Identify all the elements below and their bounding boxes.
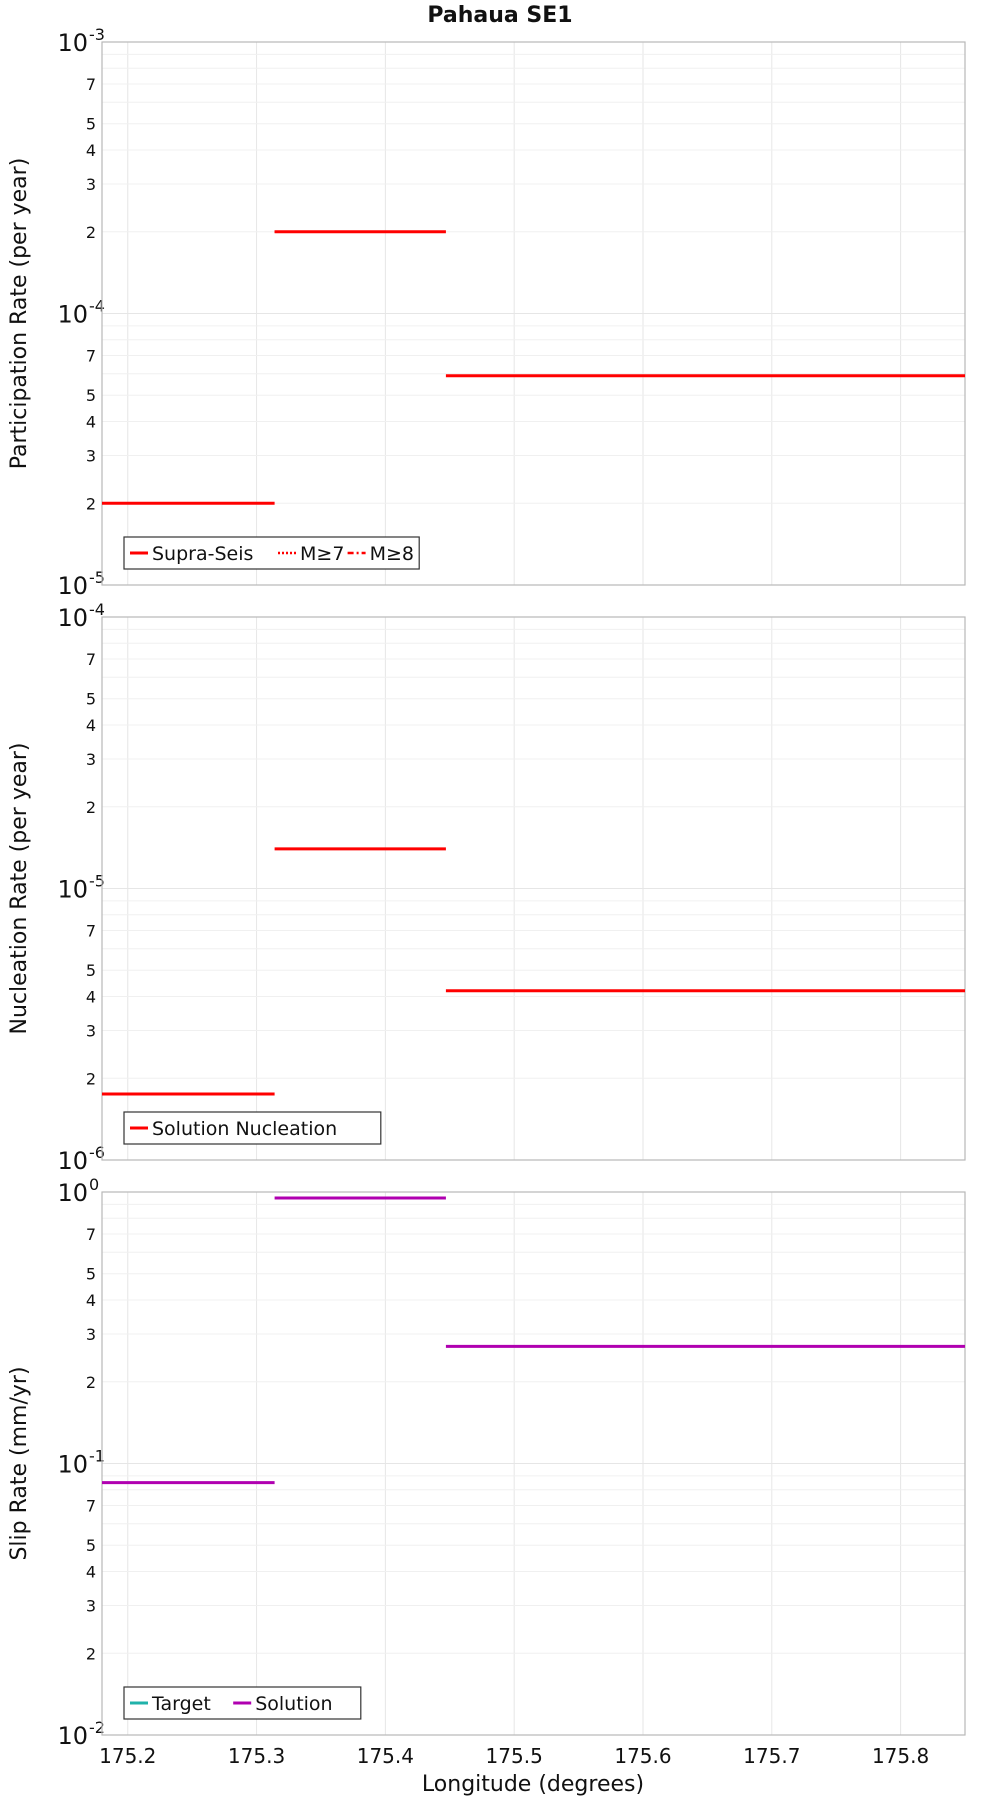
y-tick-label-major: 10 (57, 876, 88, 904)
legend: Supra-Seis M≥7 M≥8 (123, 536, 420, 570)
y-tick-label-minor: 7 (86, 75, 96, 94)
y-axis-label: Slip Rate (mm/yr) (7, 1366, 32, 1560)
legend: Solution Nucleation (123, 1111, 382, 1145)
y-tick-label-minor: 2 (86, 1373, 96, 1392)
y-tick-label-major: 10 (57, 604, 88, 632)
y-tick-exponent: -4 (89, 600, 105, 619)
y-tick-label-minor: 4 (86, 1291, 96, 1310)
y-tick-exponent: 0 (89, 1175, 99, 1194)
plot-frame (101, 1191, 966, 1736)
legend-label: Target (151, 1693, 211, 1715)
y-tick-label-major: 10 (57, 301, 88, 329)
legend-box (123, 1111, 382, 1145)
y-tick-label-minor: 3 (86, 1021, 96, 1040)
y-tick-label-minor: 4 (86, 988, 96, 1007)
x-tick-label: 175.3 (228, 1744, 285, 1768)
legend: Target Solution (123, 1686, 362, 1720)
y-tick-label-minor: 5 (86, 386, 96, 405)
y-tick-label-minor: 2 (86, 1644, 96, 1663)
legend-label: Solution Nucleation (152, 1118, 337, 1140)
y-tick-label-minor: 3 (86, 175, 96, 194)
y-tick-exponent: -4 (89, 297, 105, 316)
y-tick-label-major: 10 (57, 1722, 88, 1750)
y-tick-exponent: -1 (89, 1447, 105, 1466)
y-tick-exponent: -6 (89, 1143, 105, 1162)
y-tick-label-minor: 2 (86, 798, 96, 817)
y-tick-exponent: -3 (89, 25, 105, 44)
y-tick-exponent: -5 (89, 568, 105, 587)
chart-title: Pahaua SE1 (427, 3, 572, 28)
y-tick-label-minor: 3 (86, 750, 96, 769)
y-tick-label-minor: 3 (86, 1325, 96, 1344)
legend-label: Supra-Seis (152, 543, 253, 565)
y-tick-label-minor: 7 (86, 1497, 96, 1516)
plot-frame (101, 41, 966, 586)
y-tick-label-minor: 4 (86, 413, 96, 432)
plot-frame (101, 616, 966, 1161)
legend-label: Solution (255, 1693, 332, 1715)
x-tick-label: 175.6 (614, 1744, 671, 1768)
y-tick-label-minor: 5 (86, 961, 96, 980)
y-tick-label-major: 10 (57, 572, 88, 600)
x-tick-label: 175.5 (486, 1744, 543, 1768)
x-tick-label: 175.7 (743, 1744, 800, 1768)
y-axis-label: Nucleation Rate (per year) (7, 743, 32, 1035)
y-tick-label-major: 10 (57, 1451, 88, 1479)
y-tick-label-minor: 7 (86, 347, 96, 366)
y-axis-label: Participation Rate (per year) (7, 158, 32, 470)
y-tick-label-minor: 4 (86, 1563, 96, 1582)
y-tick-label-major: 10 (57, 29, 88, 57)
y-tick-label-minor: 2 (86, 223, 96, 242)
y-tick-label-minor: 4 (86, 141, 96, 160)
y-tick-label-minor: 7 (86, 1225, 96, 1244)
legend-box (123, 536, 420, 570)
legend-label: M≥8 (370, 543, 414, 565)
x-axis-label: Longitude (degrees) (422, 1772, 644, 1797)
y-tick-label-minor: 7 (86, 922, 96, 941)
y-tick-label-minor: 7 (86, 650, 96, 669)
y-tick-label-minor: 5 (86, 115, 96, 134)
x-tick-label: 175.2 (99, 1744, 156, 1768)
y-tick-label-minor: 2 (86, 494, 96, 513)
y-tick-label-minor: 3 (86, 446, 96, 465)
y-tick-label-major: 10 (57, 1147, 88, 1175)
y-tick-label-minor: 3 (86, 1596, 96, 1615)
x-tick-label: 175.8 (872, 1744, 929, 1768)
y-tick-exponent: -2 (89, 1718, 105, 1737)
y-tick-label-minor: 5 (86, 1536, 96, 1555)
y-tick-label-minor: 5 (86, 690, 96, 709)
y-tick-label-minor: 5 (86, 1265, 96, 1284)
x-axis: 175.2 175.3 175.4 175.5 175.6 175.7 175.8 (99, 1744, 929, 1768)
x-tick-label: 175.4 (357, 1744, 414, 1768)
y-tick-label-major: 10 (57, 1179, 88, 1207)
y-tick-exponent: -5 (89, 872, 105, 891)
legend-label: M≥7 (300, 543, 344, 565)
y-tick-label-minor: 4 (86, 716, 96, 735)
y-tick-label-minor: 2 (86, 1069, 96, 1088)
